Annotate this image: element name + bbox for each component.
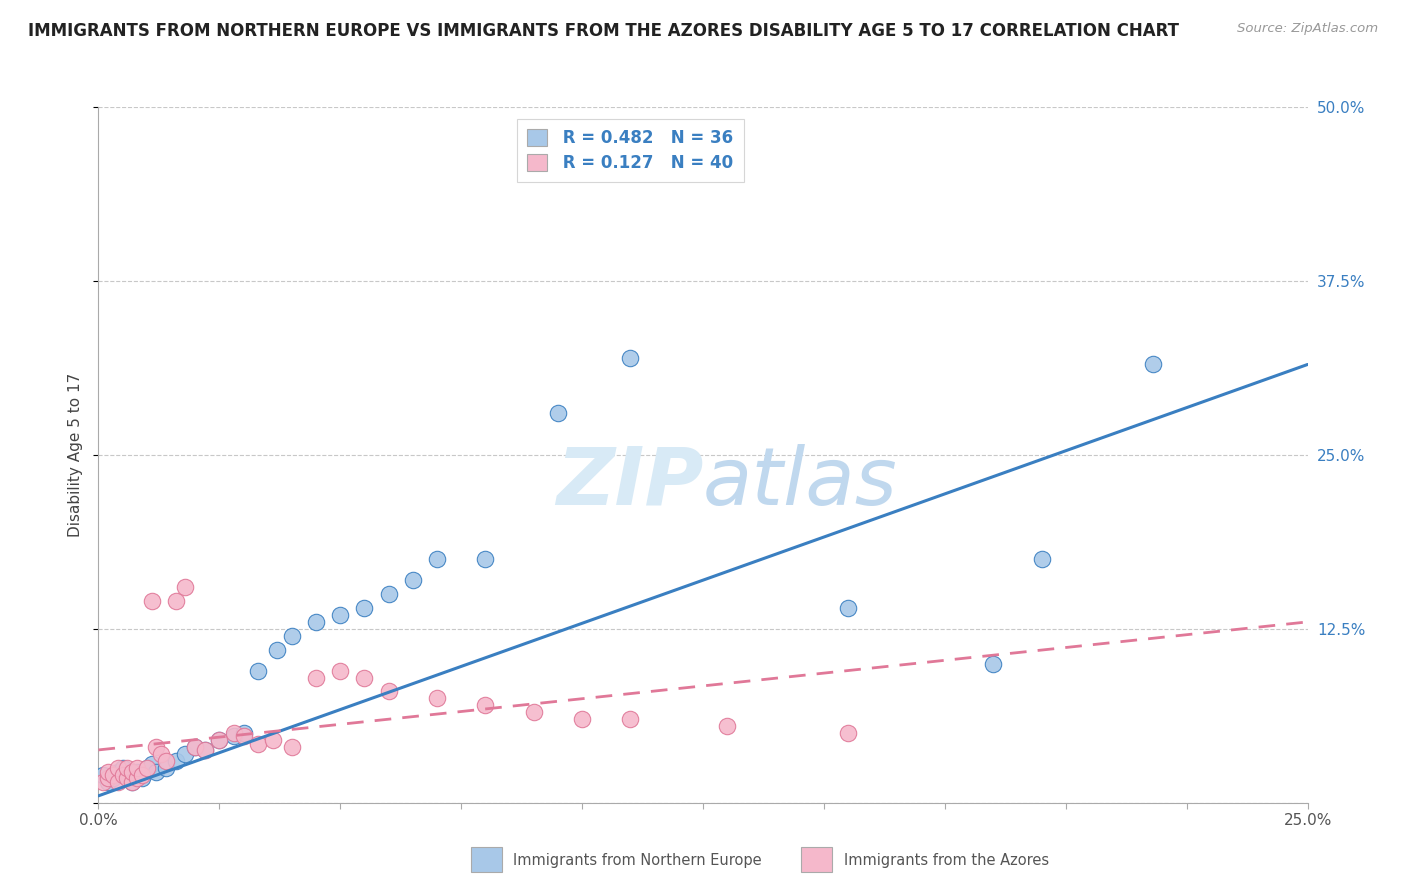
Point bbox=[131, 768, 153, 782]
Point bbox=[131, 771, 153, 785]
Point bbox=[121, 775, 143, 789]
Point bbox=[121, 775, 143, 789]
Point bbox=[174, 747, 197, 761]
Point bbox=[619, 351, 641, 365]
Point bbox=[127, 765, 149, 780]
Point bbox=[91, 768, 114, 782]
Point bbox=[141, 594, 163, 608]
Point bbox=[353, 671, 375, 685]
Point bbox=[247, 664, 270, 678]
Point bbox=[377, 684, 399, 698]
Point bbox=[837, 601, 859, 615]
Point bbox=[165, 594, 187, 608]
Point bbox=[117, 771, 139, 785]
Point bbox=[165, 754, 187, 768]
Legend:  R = 0.482   N = 36,  R = 0.127   N = 40: R = 0.482 N = 36, R = 0.127 N = 40 bbox=[517, 119, 744, 182]
Text: Immigrants from the Azores: Immigrants from the Azores bbox=[844, 853, 1049, 868]
Point bbox=[353, 601, 375, 615]
Point bbox=[127, 771, 149, 785]
Point bbox=[222, 726, 245, 740]
Point bbox=[329, 607, 352, 622]
Point bbox=[127, 761, 149, 775]
Point bbox=[155, 761, 177, 775]
Text: ZIP: ZIP bbox=[555, 443, 703, 522]
Point bbox=[981, 657, 1004, 671]
Point bbox=[837, 726, 859, 740]
Point bbox=[97, 775, 120, 789]
Point bbox=[107, 765, 129, 780]
Point bbox=[208, 733, 231, 747]
Point bbox=[474, 552, 496, 566]
Point bbox=[232, 729, 254, 743]
Point bbox=[619, 712, 641, 726]
Point bbox=[145, 765, 167, 780]
Point bbox=[329, 664, 352, 678]
Point bbox=[1031, 552, 1053, 566]
Point bbox=[474, 698, 496, 713]
Point bbox=[121, 765, 143, 780]
Point bbox=[97, 765, 120, 780]
Point bbox=[247, 737, 270, 751]
Point bbox=[135, 761, 157, 775]
Point bbox=[150, 747, 173, 761]
Point bbox=[281, 629, 304, 643]
Point bbox=[402, 573, 425, 587]
Point bbox=[141, 756, 163, 771]
Point bbox=[571, 712, 593, 726]
Point bbox=[107, 761, 129, 775]
Point bbox=[174, 580, 197, 594]
Point bbox=[117, 768, 139, 782]
Point bbox=[377, 587, 399, 601]
Point bbox=[117, 761, 139, 775]
Point bbox=[107, 775, 129, 789]
Point bbox=[305, 615, 328, 629]
Point bbox=[101, 768, 124, 782]
Point bbox=[111, 768, 134, 782]
Point bbox=[266, 642, 288, 657]
Point bbox=[523, 706, 546, 720]
Point bbox=[194, 743, 217, 757]
Point bbox=[547, 406, 569, 420]
Point bbox=[91, 775, 114, 789]
Point bbox=[97, 771, 120, 785]
Point bbox=[426, 691, 449, 706]
Point bbox=[194, 743, 217, 757]
Point bbox=[184, 740, 207, 755]
Point bbox=[155, 754, 177, 768]
Point bbox=[232, 726, 254, 740]
Point bbox=[208, 733, 231, 747]
Point bbox=[135, 761, 157, 775]
Y-axis label: Disability Age 5 to 17: Disability Age 5 to 17 bbox=[67, 373, 83, 537]
Point bbox=[1142, 358, 1164, 372]
Text: IMMIGRANTS FROM NORTHERN EUROPE VS IMMIGRANTS FROM THE AZORES DISABILITY AGE 5 T: IMMIGRANTS FROM NORTHERN EUROPE VS IMMIG… bbox=[28, 22, 1180, 40]
Text: Source: ZipAtlas.com: Source: ZipAtlas.com bbox=[1237, 22, 1378, 36]
Text: atlas: atlas bbox=[703, 443, 898, 522]
Point bbox=[222, 729, 245, 743]
Point bbox=[184, 740, 207, 755]
Point bbox=[111, 761, 134, 775]
Point bbox=[101, 771, 124, 785]
Point bbox=[426, 552, 449, 566]
Point bbox=[305, 671, 328, 685]
Point bbox=[716, 719, 738, 733]
Point bbox=[145, 740, 167, 755]
Point bbox=[262, 733, 284, 747]
Text: Immigrants from Northern Europe: Immigrants from Northern Europe bbox=[513, 853, 762, 868]
Point bbox=[281, 740, 304, 755]
